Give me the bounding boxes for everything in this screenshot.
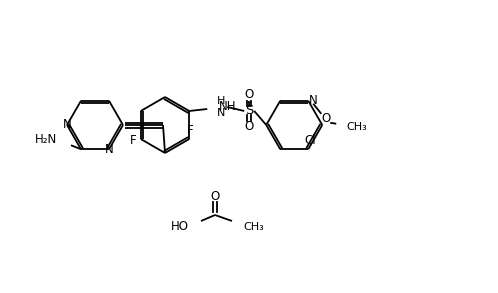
Text: N: N bbox=[309, 94, 318, 107]
Text: N: N bbox=[63, 118, 71, 132]
Text: F: F bbox=[129, 134, 136, 146]
Text: O: O bbox=[210, 190, 220, 202]
Text: S: S bbox=[245, 105, 253, 117]
Text: HO: HO bbox=[171, 221, 189, 234]
Text: H
N: H N bbox=[217, 96, 226, 118]
Text: CH₃: CH₃ bbox=[243, 222, 264, 232]
Text: CH₃: CH₃ bbox=[346, 122, 367, 132]
Text: H₂N: H₂N bbox=[35, 133, 57, 146]
Text: O: O bbox=[245, 88, 254, 101]
Text: NH: NH bbox=[219, 100, 237, 113]
Text: O: O bbox=[245, 120, 254, 134]
Text: Cl: Cl bbox=[304, 134, 316, 147]
Text: N: N bbox=[105, 143, 114, 156]
Text: F: F bbox=[187, 125, 194, 137]
Text: O: O bbox=[322, 112, 331, 125]
